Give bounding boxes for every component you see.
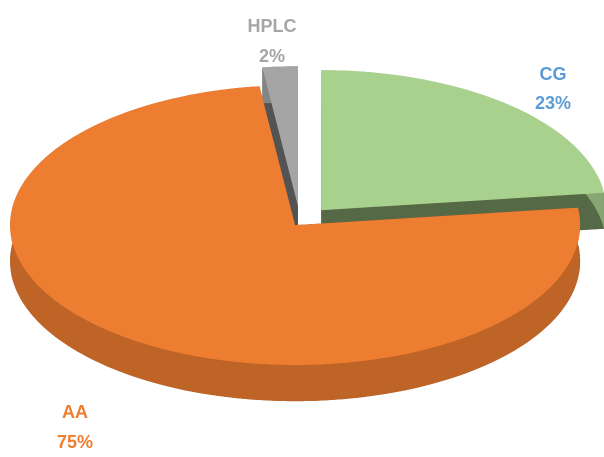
slice-tops <box>10 66 604 366</box>
slice-label: AA <box>62 402 88 422</box>
slice-label: CG <box>540 64 567 84</box>
slice <box>10 86 581 366</box>
slice-value-label: 75% <box>57 432 93 452</box>
slice <box>262 66 298 207</box>
slice-label: HPLC <box>248 16 297 36</box>
slice-value-label: 23% <box>535 93 571 113</box>
slice <box>321 70 604 211</box>
slice-value-label: 2% <box>259 46 285 66</box>
slice-wall <box>262 67 298 243</box>
